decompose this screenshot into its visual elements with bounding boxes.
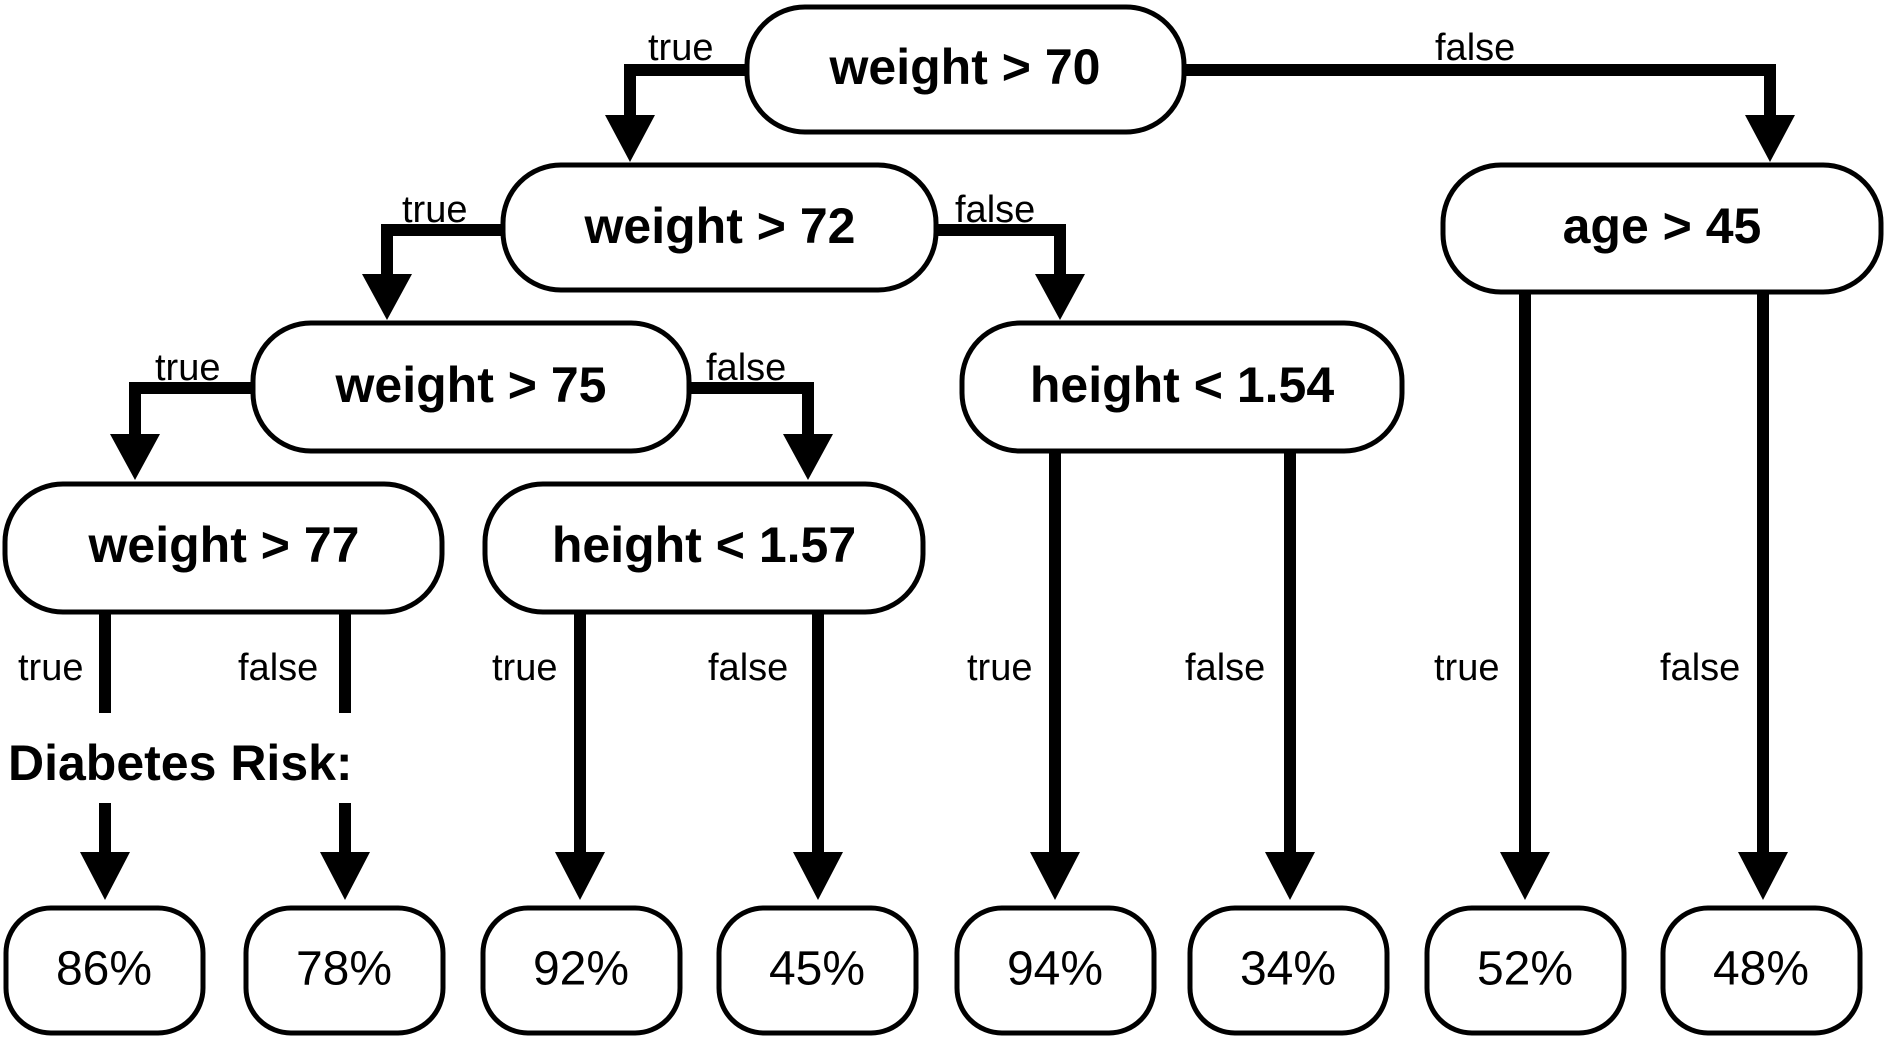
edge-label-false: false [706, 347, 786, 389]
edge-label-false: false [1185, 647, 1265, 689]
arrowhead [362, 274, 412, 320]
edge-label-false: false [955, 189, 1035, 231]
edge-root-false [1185, 64, 1776, 120]
leaf-2: 78% [243, 905, 446, 1036]
leaf-4-label: 45% [769, 943, 865, 996]
edge-w72-true [381, 224, 502, 278]
connectors [80, 64, 1795, 900]
leaf-5-label: 94% [1007, 943, 1103, 996]
arrowhead [783, 434, 833, 480]
edge-labels: true false true false true false true fa… [18, 27, 1740, 689]
node-height-157-label: height < 1.57 [552, 517, 856, 573]
edge-label-true: true [492, 647, 557, 689]
edge-root-true [624, 64, 745, 120]
leaf-1: 86% [3, 905, 206, 1036]
node-weight-72: weight > 72 [500, 162, 939, 293]
node-weight-77-label: weight > 77 [88, 517, 360, 573]
edge-label-true: true [967, 647, 1032, 689]
arrowhead [80, 852, 130, 900]
arrowhead [320, 852, 370, 900]
arrowhead [1738, 852, 1788, 900]
leaf-7-label: 52% [1477, 943, 1573, 996]
edge-label-true: true [18, 647, 83, 689]
edge-label-true: true [648, 27, 713, 69]
leaf-6-label: 34% [1240, 943, 1336, 996]
node-root-label: weight > 70 [829, 39, 1101, 95]
arrowhead [1035, 274, 1085, 320]
node-age-45-label: age > 45 [1563, 198, 1762, 254]
node-weight-77: weight > 77 [2, 481, 445, 615]
node-weight-72-label: weight > 72 [584, 198, 856, 254]
leaf-3-label: 92% [533, 943, 629, 996]
node-height-157: height < 1.57 [482, 481, 926, 615]
diagram-caption: Diabetes Risk: [8, 735, 353, 791]
node-age-45: age > 45 [1440, 162, 1884, 295]
leaf-5: 94% [954, 905, 1157, 1036]
arrowhead [1745, 115, 1795, 162]
edge-label-false: false [238, 647, 318, 689]
leaf-6: 34% [1187, 905, 1390, 1036]
arrowhead [1500, 852, 1550, 900]
leaf-8: 48% [1660, 905, 1863, 1036]
leaf-7: 52% [1424, 905, 1627, 1036]
node-height-154-label: height < 1.54 [1030, 357, 1334, 413]
arrowhead [793, 852, 843, 900]
arrowhead [1265, 852, 1315, 900]
leaf-2-label: 78% [296, 943, 392, 996]
edge-w75-true [129, 382, 252, 438]
edge-label-false: false [708, 647, 788, 689]
edge-label-false: false [1660, 647, 1740, 689]
arrowhead [110, 434, 160, 480]
leaf-8-label: 48% [1713, 943, 1809, 996]
node-height-154: height < 1.54 [959, 320, 1405, 454]
arrowhead [1030, 852, 1080, 900]
arrowhead [555, 852, 605, 900]
edge-label-false: false [1435, 27, 1515, 69]
leaf-1-label: 86% [56, 943, 152, 996]
edge-label-true: true [155, 347, 220, 389]
edge-w72-false [937, 224, 1066, 278]
leaf-4: 45% [716, 905, 919, 1036]
node-weight-75-label: weight > 75 [335, 357, 607, 413]
edge-w75-false [690, 382, 814, 438]
leaf-3: 92% [480, 905, 683, 1036]
node-root: weight > 70 [744, 4, 1187, 135]
arrowhead [605, 115, 655, 162]
edge-label-true: true [402, 189, 467, 231]
node-weight-75: weight > 75 [250, 320, 692, 454]
edge-label-true: true [1434, 647, 1499, 689]
